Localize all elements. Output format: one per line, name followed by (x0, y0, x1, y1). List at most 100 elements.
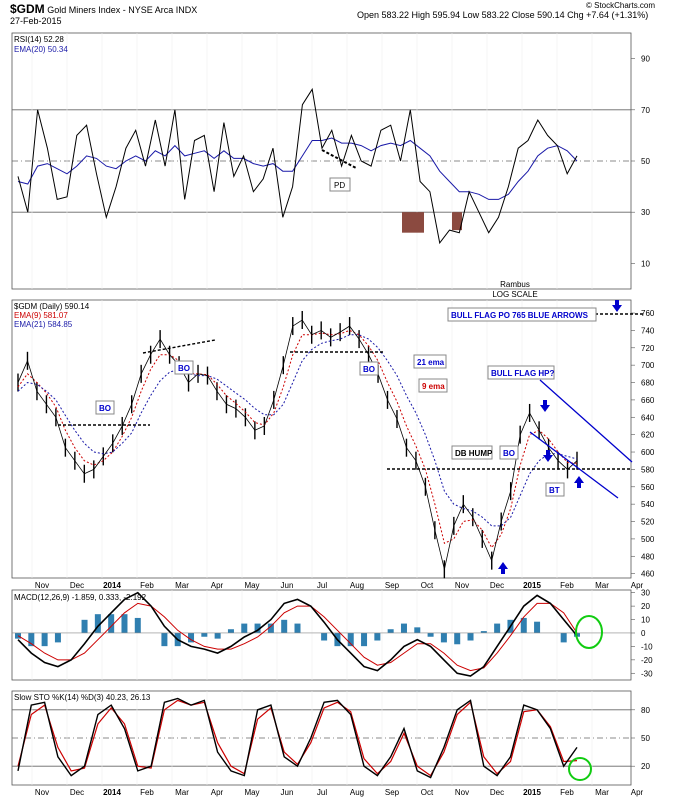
price-ytick-label: 500 (641, 535, 655, 544)
chart-subtitle: LOG SCALE (492, 290, 537, 299)
bull-flag-hp-annotation: BULL FLAG HP? (491, 369, 555, 378)
month-label: Dec (70, 788, 84, 797)
macd-histogram-bar (414, 627, 421, 633)
bo-annotation-box (499, 445, 519, 460)
month-label: Mar (175, 581, 189, 590)
symbol: $GDM (10, 2, 45, 16)
month-label: Feb (560, 788, 574, 797)
month-label: Apr (631, 581, 644, 590)
month-label: Oct (421, 788, 434, 797)
macd-histogram-bar (134, 617, 141, 633)
month-label: Oct (421, 581, 434, 590)
ema9-annotation: 9 ema (422, 382, 445, 391)
rsi-legend: RSI(14) 52.28 (14, 35, 64, 44)
macd-histogram-bar (227, 629, 234, 633)
down-arrow-icon (540, 400, 550, 412)
macd-ytick-label: 0 (641, 629, 646, 638)
macd-ytick-label: 10 (641, 616, 650, 625)
month-label: 2014 (103, 788, 121, 797)
rsi-ytick-label: 50 (641, 157, 650, 166)
price-line (17, 319, 578, 570)
bull-flag-po-annotation: BULL FLAG PO 765 BLUE ARROWS (451, 311, 589, 320)
neckline-feb (142, 339, 216, 354)
price-ytick-label: 580 (641, 465, 655, 474)
macd-histogram-bar (387, 629, 394, 633)
macd-histogram-bar (54, 632, 61, 643)
price-ytick-label: 740 (641, 326, 655, 335)
month-label: Apr (211, 788, 224, 797)
db-hump-annotation: DB HUMP (455, 449, 493, 458)
up-arrow-icon (574, 476, 584, 488)
macd-histogram-bar (201, 632, 208, 637)
macd-histogram-bar (294, 623, 301, 633)
month-label: 2015 (523, 581, 541, 590)
bo-annotation: BO (178, 364, 190, 373)
price-ytick-label: 460 (641, 570, 655, 579)
macd-signal-line (17, 602, 578, 672)
down-arrow-icon (612, 300, 622, 312)
stoch-ytick-label: 50 (641, 734, 650, 743)
month-label: Sep (385, 581, 400, 590)
month-label: Apr (631, 788, 644, 797)
month-label: Dec (70, 581, 84, 590)
price-ytick-label: 720 (641, 344, 655, 353)
macd-histogram-bar (374, 632, 381, 641)
month-label: Nov (35, 581, 49, 590)
month-label: 2014 (103, 581, 121, 590)
macd-histogram-bar (281, 619, 288, 633)
bo-annotation: BO (363, 365, 375, 374)
macd-histogram-bar (494, 623, 501, 633)
price-ytick-label: 620 (641, 431, 655, 440)
macd-histogram-bar (161, 632, 168, 647)
month-label: May (244, 581, 259, 590)
macd-line (17, 591, 578, 677)
bo-annotation-box (95, 400, 115, 415)
price-ytick-label: 480 (641, 552, 655, 561)
macd-ytick-label: -10 (641, 642, 653, 651)
macd-ytick-label: 30 (641, 589, 650, 598)
stoch-highlight-circle (568, 757, 592, 781)
price-ytick-label: 640 (641, 413, 655, 422)
down-arrow-icon (543, 450, 553, 462)
macd-histogram-bar (361, 632, 368, 647)
macd-legend: MACD(12,26,9) -1.859, 0.333, -2.192 (14, 593, 147, 602)
up-arrow-icon (498, 562, 508, 574)
chart-date: 27-Feb-2015 (10, 16, 62, 26)
ema21-annotation-box (413, 354, 447, 369)
macd-ytick-label: -30 (641, 669, 653, 678)
bo-annotation: BO (503, 449, 515, 458)
macd-ytick-label: 20 (641, 602, 650, 611)
month-label: Jul (317, 581, 327, 590)
price-panel-frame (11, 299, 632, 579)
month-label: Jun (281, 581, 294, 590)
ema9-legend: EMA(9) 581.07 (14, 311, 68, 320)
macd-histogram-bar (267, 623, 274, 633)
rsi-oversold-fill (402, 212, 424, 233)
month-label: Feb (140, 581, 154, 590)
price-ytick-label: 660 (641, 396, 655, 405)
flag-lower-line (529, 431, 619, 499)
rsi-ema-line (17, 137, 578, 200)
price-ytick-label: 600 (641, 448, 655, 457)
ema9-line (17, 329, 578, 549)
ema21-line (17, 334, 578, 527)
rsi-line (17, 87, 578, 245)
bo-annotation-box (359, 361, 379, 376)
macd-histogram-bar (347, 632, 354, 647)
bo-annotation: BO (99, 404, 111, 413)
rsi-panel-frame (11, 32, 632, 290)
price-ytick-label: 760 (641, 309, 655, 318)
macd-histogram-bar (214, 632, 221, 639)
month-label: Mar (595, 581, 609, 590)
month-label: Sep (385, 788, 400, 797)
month-label: Jul (317, 788, 327, 797)
month-label: Feb (140, 788, 154, 797)
pd-annotation: PD (334, 181, 345, 190)
rsi-ytick-label: 10 (641, 259, 650, 268)
quote-line: Open 583.22 High 595.94 Low 583.22 Close… (357, 10, 649, 20)
stoch-ytick-label: 20 (641, 762, 650, 771)
rsi-ytick-label: 70 (641, 106, 650, 115)
price-ytick-label: 520 (641, 518, 655, 527)
macd-histogram-bar (440, 632, 447, 643)
